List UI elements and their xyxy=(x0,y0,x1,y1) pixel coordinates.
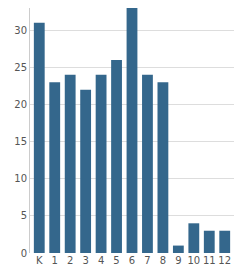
svg-text:2: 2 xyxy=(67,255,73,266)
svg-text:3: 3 xyxy=(82,255,88,266)
svg-text:12: 12 xyxy=(218,255,231,266)
svg-text:10: 10 xyxy=(187,255,200,266)
svg-text:30: 30 xyxy=(14,25,27,36)
svg-text:K: K xyxy=(36,255,43,266)
svg-text:11: 11 xyxy=(203,255,216,266)
svg-text:1: 1 xyxy=(52,255,58,266)
svg-text:5: 5 xyxy=(21,210,27,221)
svg-text:25: 25 xyxy=(14,62,27,73)
svg-text:6: 6 xyxy=(129,255,135,266)
svg-text:9: 9 xyxy=(175,255,181,266)
svg-text:8: 8 xyxy=(160,255,166,266)
svg-text:10: 10 xyxy=(14,173,27,184)
svg-text:0: 0 xyxy=(21,248,27,259)
svg-text:20: 20 xyxy=(14,99,27,110)
svg-text:7: 7 xyxy=(144,255,150,266)
svg-text:5: 5 xyxy=(113,255,119,266)
svg-text:15: 15 xyxy=(14,136,27,147)
svg-text:4: 4 xyxy=(98,255,104,266)
